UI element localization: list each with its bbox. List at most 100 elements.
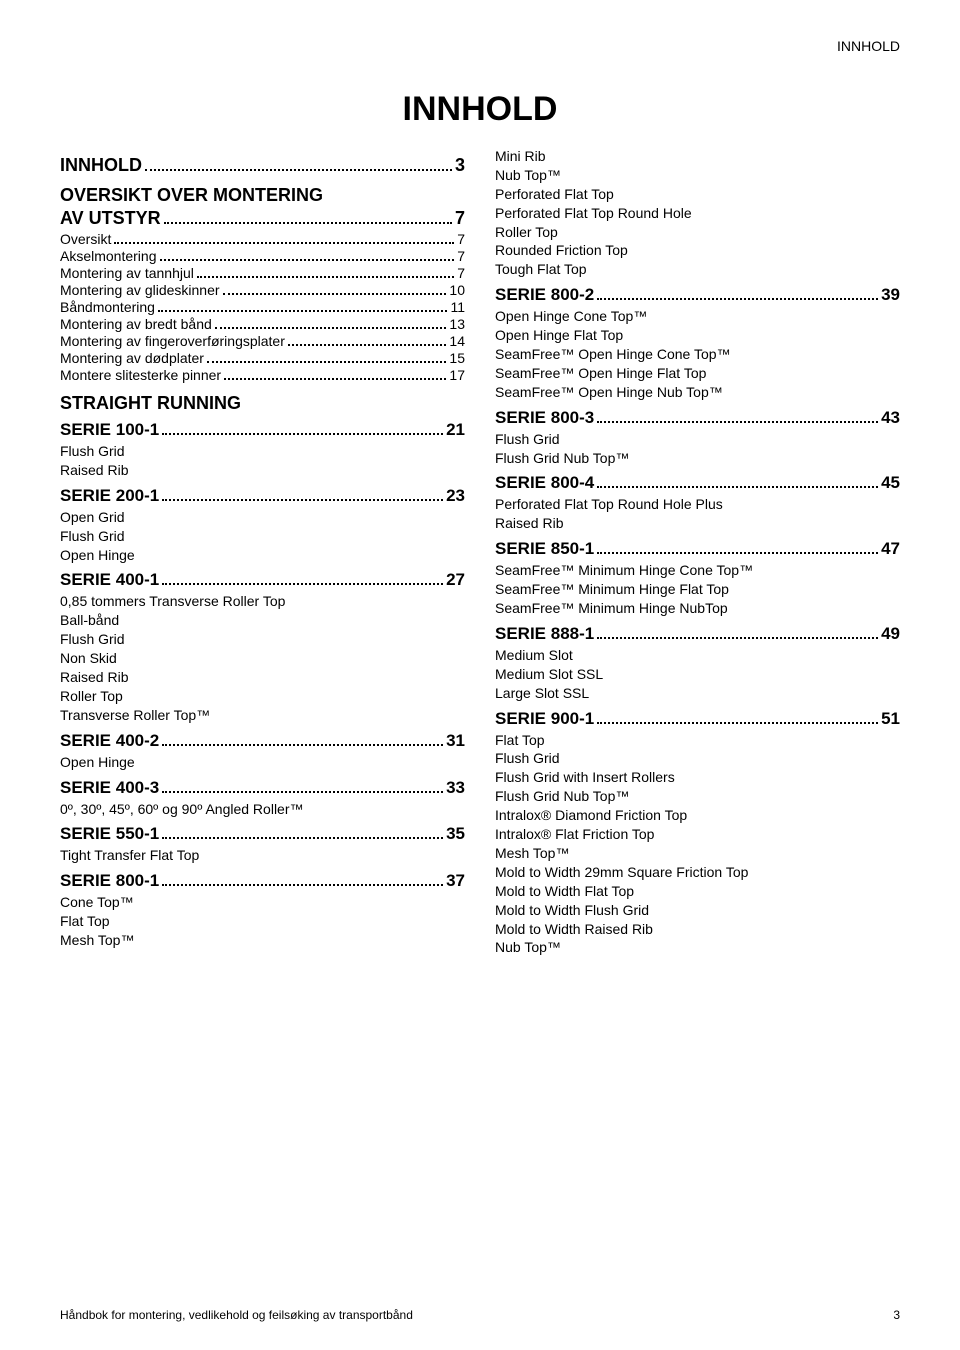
toc-leader-dots [162, 583, 443, 585]
toc-subitem: SeamFree™ Open Hinge Nub Top™ [495, 383, 900, 402]
toc-label: Montering av dødplater [60, 350, 204, 366]
toc-subitem: 0º, 30º, 45º, 60º og 90º Angled Roller™ [60, 800, 465, 819]
toc-right-column: Mini RibNub Top™Perforated Flat TopPerfo… [495, 147, 900, 957]
toc-page: 39 [881, 285, 900, 305]
toc-subitem: Medium Slot [495, 646, 900, 665]
toc-page: 17 [449, 367, 465, 383]
toc-leader-dots [160, 259, 455, 261]
toc-leader-dots [162, 791, 443, 793]
toc-label: SERIE 550-1 [60, 824, 159, 844]
toc-subitem: Cone Top™ [60, 893, 465, 912]
toc-entry: SERIE 400-1 27 [60, 570, 465, 590]
toc-entry: INNHOLD3 [60, 155, 465, 176]
toc-subitem: Open Hinge [60, 753, 465, 772]
toc-leader-dots [224, 378, 446, 380]
toc-leader-dots [197, 276, 454, 278]
toc-leader-dots [162, 499, 443, 501]
toc-subitem: Flush Grid [60, 630, 465, 649]
toc-leader-dots [162, 433, 443, 435]
toc-label: OVERSIKT OVER MONTERING [60, 184, 465, 207]
toc-subitem: Rounded Friction Top [495, 241, 900, 260]
toc-label: SERIE 100-1 [60, 420, 159, 440]
toc-entry: SERIE 400-3 33 [60, 778, 465, 798]
toc-entry: Akselmontering 7 [60, 248, 465, 264]
toc-page: 37 [446, 871, 465, 891]
toc-subitem: Raised Rib [495, 514, 900, 533]
toc-leader-dots [597, 421, 878, 423]
toc-subitem: Mold to Width Flat Top [495, 882, 900, 901]
toc-subitem: Ball-bånd [60, 611, 465, 630]
toc-subitem: Nub Top™ [495, 938, 900, 957]
page-title: INNHOLD [60, 90, 900, 129]
toc-page: 23 [446, 486, 465, 506]
toc-page: 7 [455, 207, 465, 230]
toc-page: 33 [446, 778, 465, 798]
toc-subitem: Raised Rib [60, 461, 465, 480]
toc-leader-dots [223, 293, 447, 295]
toc-leader-dots [597, 486, 878, 488]
toc-leader-dots [162, 884, 443, 886]
toc-label: Båndmontering [60, 299, 155, 315]
toc-label: Akselmontering [60, 248, 157, 264]
toc-label: SERIE 800-4 [495, 473, 594, 493]
toc-subitem: Large Slot SSL [495, 684, 900, 703]
toc-subitem: Flush Grid [495, 430, 900, 449]
toc-label: SERIE 800-1 [60, 871, 159, 891]
toc-subitem: Open Grid [60, 508, 465, 527]
toc-entry: SERIE 400-231 [60, 731, 465, 751]
toc-page: 31 [446, 731, 465, 751]
toc-page: 27 [446, 570, 465, 590]
toc-page: 51 [881, 709, 900, 729]
toc-subitem: Perforated Flat Top Round Hole [495, 204, 900, 223]
running-header: INNHOLD [837, 38, 900, 54]
toc-label: SERIE 888-1 [495, 624, 594, 644]
toc-subitem: Medium Slot SSL [495, 665, 900, 684]
toc-subitem: Mold to Width Raised Rib [495, 920, 900, 939]
toc-entry: Montere slitesterke pinner 17 [60, 367, 465, 383]
toc-entry: Montering av tannhjul7 [60, 265, 465, 281]
toc-subitem: Flush Grid Nub Top™ [495, 449, 900, 468]
toc-page: 7 [457, 231, 465, 247]
toc-subitem: Open Hinge Cone Top™ [495, 307, 900, 326]
toc-subitem: 0,85 tommers Transverse Roller Top [60, 592, 465, 611]
toc-page: 49 [881, 624, 900, 644]
toc-page: 47 [881, 539, 900, 559]
toc-subitem: Roller Top [60, 687, 465, 706]
toc-label: Montere slitesterke pinner [60, 367, 221, 383]
footer-title: Håndbok for montering, vedlikehold og fe… [60, 1308, 413, 1322]
toc-subitem: Raised Rib [60, 668, 465, 687]
toc-label: INNHOLD [60, 155, 142, 176]
toc-subitem: Transverse Roller Top™ [60, 706, 465, 725]
toc-leader-dots [158, 310, 448, 312]
toc-label: SERIE 900-1 [495, 709, 594, 729]
toc-leader-dots [207, 361, 446, 363]
toc-label: SERIE 200-1 [60, 486, 159, 506]
toc-label: Montering av bredt bånd [60, 316, 212, 332]
toc-columns: INNHOLD3OVERSIKT OVER MONTERINGAV UTSTYR… [60, 147, 900, 957]
toc-subitem: Tight Transfer Flat Top [60, 846, 465, 865]
toc-left-column: INNHOLD3OVERSIKT OVER MONTERINGAV UTSTYR… [60, 147, 465, 957]
toc-page: 35 [446, 824, 465, 844]
toc-entry: Båndmontering11 [60, 299, 465, 315]
toc-page: 7 [457, 248, 465, 264]
toc-subitem: SeamFree™ Minimum Hinge Cone Top™ [495, 561, 900, 580]
toc-subitem: Perforated Flat Top [495, 185, 900, 204]
footer-page-number: 3 [893, 1308, 900, 1322]
toc-label: SERIE 800-2 [495, 285, 594, 305]
toc-subitem: Intralox® Flat Friction Top [495, 825, 900, 844]
toc-page: 45 [881, 473, 900, 493]
toc-subitem: Flush Grid [495, 749, 900, 768]
toc-subitem: Non Skid [60, 649, 465, 668]
toc-entry: SERIE 800-4 45 [495, 473, 900, 493]
toc-entry: SERIE 800-343 [495, 408, 900, 428]
toc-leader-dots [145, 169, 452, 171]
toc-subitem: Flat Top [60, 912, 465, 931]
toc-entry: SERIE 100-121 [60, 420, 465, 440]
toc-subitem: SeamFree™ Open Hinge Cone Top™ [495, 345, 900, 364]
toc-label: SERIE 400-1 [60, 570, 159, 590]
toc-label: SERIE 400-3 [60, 778, 159, 798]
toc-leader-dots [597, 552, 878, 554]
toc-subitem: SeamFree™ Minimum Hinge NubTop [495, 599, 900, 618]
section-header: STRAIGHT RUNNING [60, 393, 465, 414]
toc-subitem: SeamFree™ Minimum Hinge Flat Top [495, 580, 900, 599]
